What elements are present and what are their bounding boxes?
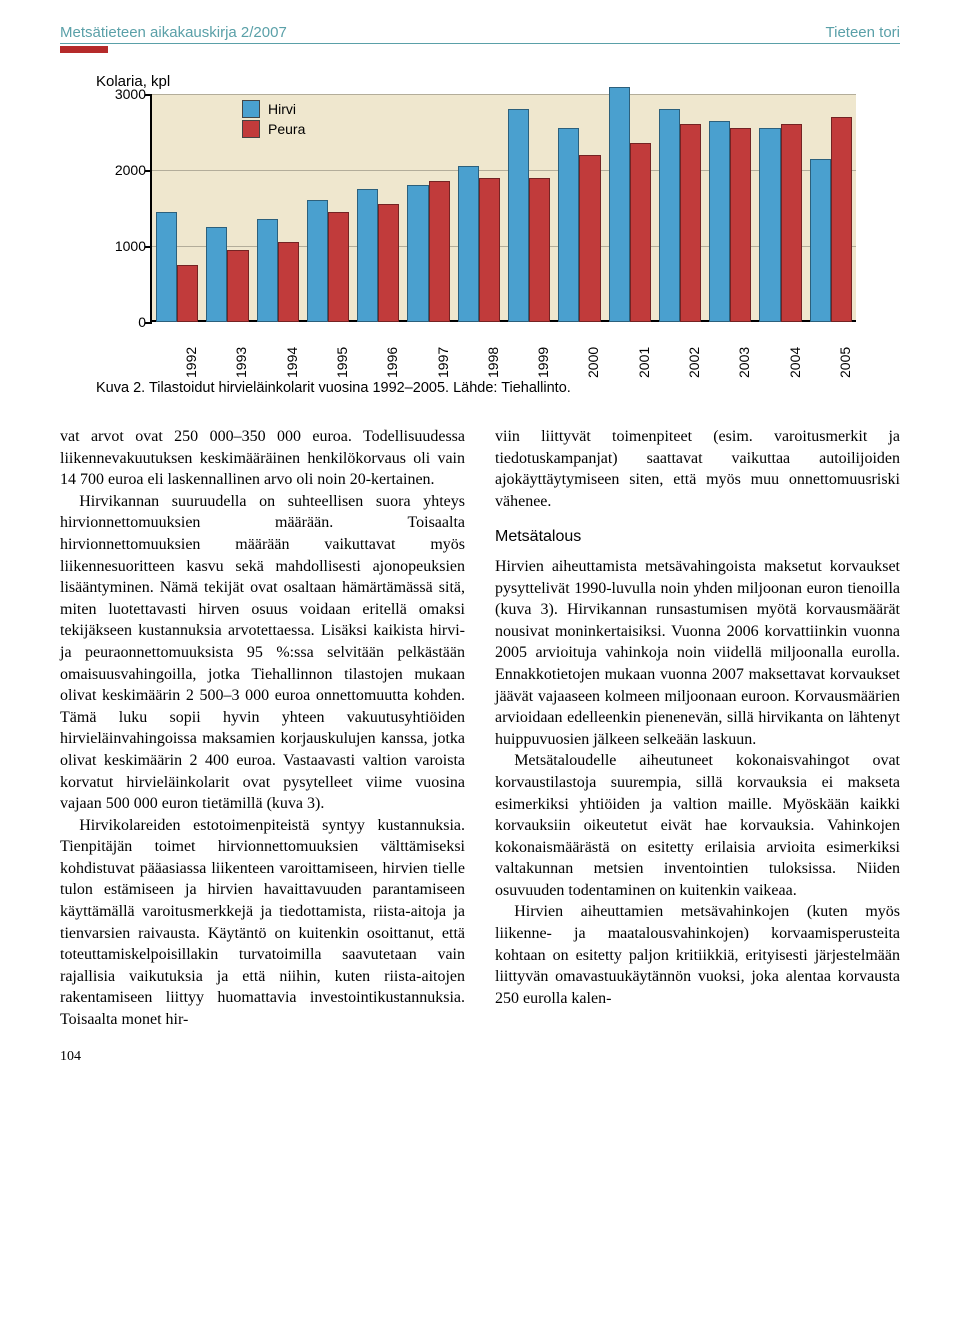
ytick-label: 1000 (115, 238, 146, 254)
xlabel: 2004 (787, 347, 803, 378)
running-head: Metsätieteen aikakauskirja 2/2007 Tietee… (60, 24, 900, 41)
header-rule (60, 43, 900, 53)
bar-hirvi (307, 200, 328, 322)
xlabel: 2002 (686, 347, 702, 378)
bar-peura (177, 265, 198, 322)
xlabel: 2003 (736, 347, 752, 378)
xlabel: 2001 (636, 347, 652, 378)
bars-layer (152, 94, 856, 322)
bar-hirvi (458, 166, 479, 322)
xlabel: 1997 (435, 347, 451, 378)
bar-hirvi (407, 185, 428, 322)
bar-hirvi (810, 159, 831, 322)
bar-peura (630, 143, 651, 322)
bar-hirvi (709, 121, 730, 322)
xlabel: 1999 (535, 347, 551, 378)
bar-peura (831, 117, 852, 322)
bar-peura (278, 242, 299, 322)
ytick-mark (145, 322, 152, 324)
left-p2: Hirvikannan suuruudella on suhteellisen … (60, 491, 465, 815)
bar-peura (378, 204, 399, 322)
ytick-mark (145, 94, 152, 96)
figure-caption: Kuva 2. Tilastoidut hirvieläinkolarit vu… (96, 380, 876, 396)
bar-peura (479, 178, 500, 322)
bar-hirvi (357, 189, 378, 322)
right-p1: viin liittyvät toimenpiteet (esim. varoi… (495, 426, 900, 512)
xlabel: 1995 (334, 347, 350, 378)
bar-peura (328, 212, 349, 322)
header-thin-rule (60, 43, 900, 44)
bar-hirvi (257, 219, 278, 322)
chart-area: 0100020003000 Hirvi Peura (96, 94, 856, 344)
ytick-mark (145, 170, 152, 172)
xlabel: 1994 (284, 347, 300, 378)
bar-peura (579, 155, 600, 322)
ytick-mark (145, 246, 152, 248)
bar-peura (781, 124, 802, 322)
xlabel: 2000 (585, 347, 601, 378)
bar-hirvi (206, 227, 227, 322)
right-column: viin liittyvät toimenpiteet (esim. varoi… (495, 426, 900, 1031)
body-columns: vat arvot ovat 250 000–350 000 euroa. To… (60, 426, 900, 1031)
subhead-metsatalous: Metsätalous (495, 526, 900, 548)
right-p3: Metsätaloudelle aiheutuneet kokonaisvahi… (495, 750, 900, 901)
bar-hirvi (508, 109, 529, 322)
left-p3: Hirvikolareiden estotoimenpiteistä synty… (60, 815, 465, 1031)
figure-2: Kolaria, kpl 0100020003000 Hirvi (96, 73, 900, 396)
bar-peura (680, 124, 701, 322)
bar-peura (429, 181, 450, 322)
chart-y-title: Kolaria, kpl (96, 73, 900, 90)
xlabel: 2005 (837, 347, 853, 378)
header-right: Tieteen tori (826, 24, 900, 41)
left-column: vat arvot ovat 250 000–350 000 euroa. To… (60, 426, 465, 1031)
xlabel: 1996 (384, 347, 400, 378)
plot: Hirvi Peura 1992199319941995199619971998… (152, 94, 856, 344)
bar-hirvi (156, 212, 177, 322)
ytick-label: 2000 (115, 162, 146, 178)
header-left: Metsätieteen aikakauskirja 2/2007 (60, 24, 287, 41)
ytick-label: 3000 (115, 86, 146, 102)
xlabel: 1992 (183, 347, 199, 378)
y-axis: 0100020003000 (96, 94, 152, 344)
bar-hirvi (759, 128, 780, 322)
right-p4: Hirvien aiheuttamien metsävahinkojen (ku… (495, 901, 900, 1009)
xlabel: 1998 (485, 347, 501, 378)
bar-peura (227, 250, 248, 322)
left-p1: vat arvot ovat 250 000–350 000 euroa. To… (60, 426, 465, 491)
bar-peura (529, 178, 550, 322)
header-accent-bar (60, 46, 108, 53)
right-p2: Hirvien aiheuttamista metsävahingoista m… (495, 556, 900, 750)
bar-hirvi (558, 128, 579, 322)
page: Metsätieteen aikakauskirja 2/2007 Tietee… (0, 0, 960, 1337)
bar-peura (730, 128, 751, 322)
bar-hirvi (659, 109, 680, 322)
page-number: 104 (60, 1049, 900, 1065)
bar-hirvi (609, 87, 630, 322)
xlabel: 1993 (233, 347, 249, 378)
